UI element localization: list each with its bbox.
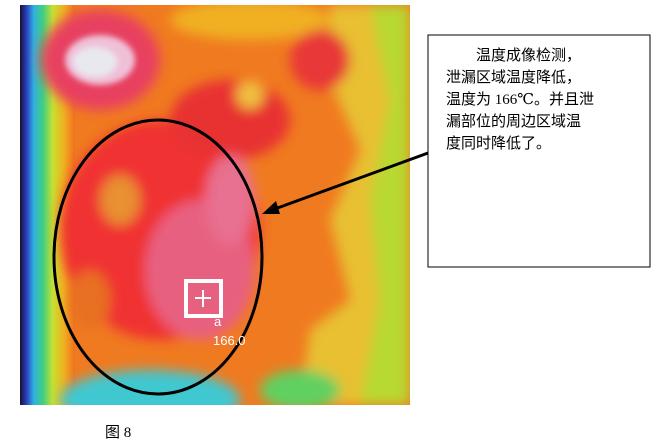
thermal-image (20, 5, 410, 405)
caption: 图 8 (105, 424, 131, 441)
callout-box (427, 34, 651, 268)
callout-line: 温度成像检测， (476, 47, 581, 64)
callout-line: 温度为 166℃。并且泄 (446, 91, 594, 108)
callout-line: 度同时降低了。 (446, 135, 551, 152)
arrow-line (271, 151, 429, 212)
marker-reading: 166.0 (213, 333, 246, 348)
marker-label: a (214, 314, 222, 329)
callout-line: 漏部位的周边区域温 (446, 113, 581, 130)
marker-cross (195, 290, 211, 307)
callout-text: 温度成像检测， 泄漏区域温度降低， 温度为 166℃。并且泄漏部位的周边区域温度同时… (446, 47, 594, 152)
arrow-head (262, 201, 280, 214)
marker-box (184, 279, 223, 318)
leak-ellipse (52, 118, 264, 396)
callout-line: 泄漏区域温度降低， (446, 69, 581, 86)
